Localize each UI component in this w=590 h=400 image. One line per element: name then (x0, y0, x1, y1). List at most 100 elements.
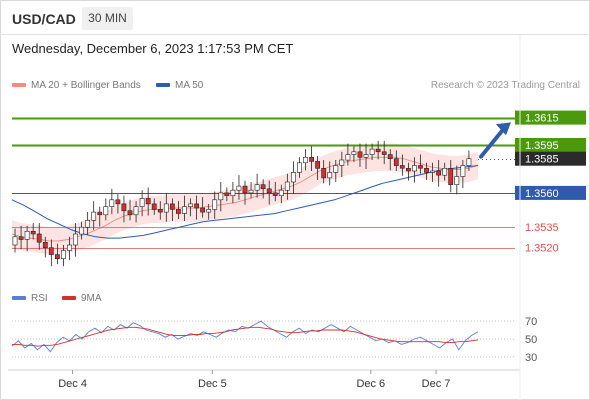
candle (309, 157, 314, 162)
bb-swatch (12, 83, 26, 88)
x-tick-label: Dec 4 (58, 378, 87, 390)
candle (24, 231, 30, 240)
candle (67, 244, 72, 251)
candle (284, 181, 290, 191)
credit-label: Research © 2023 Trading Central (430, 80, 580, 91)
candle (405, 168, 411, 172)
x-tick-label: Dec 7 (422, 378, 451, 390)
level-tag-bg-1.3595 (515, 138, 586, 152)
candle (42, 242, 48, 249)
candle (60, 250, 66, 259)
candle (315, 161, 320, 169)
candle (254, 184, 260, 191)
candle (121, 203, 127, 212)
level-tag-1.3535: 1.3535 (525, 222, 559, 234)
candle (109, 199, 115, 208)
candle (30, 231, 36, 235)
rsi-swatch (12, 296, 26, 301)
candle (85, 220, 90, 228)
candle (321, 168, 327, 179)
candle (351, 151, 357, 155)
candle (145, 198, 151, 205)
candle (242, 185, 248, 194)
candle (424, 168, 429, 173)
candle (18, 236, 24, 240)
candle (260, 184, 266, 190)
candle (466, 158, 472, 166)
level-tag-1.3585: 1.3585 (525, 154, 559, 166)
candle (127, 210, 133, 216)
candle (278, 189, 284, 196)
candle (182, 206, 187, 214)
ma9-swatch (62, 296, 76, 301)
candle (369, 148, 375, 155)
candle (79, 226, 84, 235)
candle (206, 209, 212, 213)
candle (170, 203, 175, 210)
candle (97, 211, 103, 216)
legend-rsi: RSI (12, 293, 48, 304)
level-tag-1.3560: 1.3560 (525, 188, 559, 200)
candle (363, 154, 369, 158)
candle (327, 172, 333, 179)
projection-arrow-shaft (479, 125, 507, 159)
candle (266, 188, 272, 194)
level-tag-1.3595: 1.3595 (525, 140, 559, 152)
legend-bb: MA 20 + Bollinger Bands (12, 80, 141, 91)
candle (411, 165, 417, 172)
candle (200, 207, 205, 213)
candle (218, 192, 224, 201)
rsi-tick-label: 70 (525, 316, 537, 328)
legend-9ma: 9MA (62, 293, 102, 304)
candle (212, 199, 218, 210)
candle (139, 198, 145, 207)
candle (36, 233, 42, 243)
candle (176, 209, 181, 214)
header-divider (0, 34, 590, 35)
symbol-label: USD/CAD (12, 11, 76, 27)
rsi-series-RSI (11, 320, 479, 353)
rsi-tick-label: 30 (525, 352, 537, 364)
ma50-line (11, 165, 479, 239)
timeframe-button[interactable]: 30 MIN (82, 7, 133, 30)
candle (115, 199, 121, 205)
candle (157, 209, 163, 213)
candle (442, 168, 448, 176)
candle (194, 203, 199, 209)
candle (290, 172, 296, 183)
candle (303, 157, 308, 164)
candle (375, 148, 381, 153)
candle (296, 162, 302, 173)
legend-ma50: MA 50 (156, 80, 203, 91)
rsi-series-9MA (12, 326, 479, 347)
candle (103, 206, 109, 216)
candle (236, 185, 242, 191)
candle (418, 165, 423, 169)
candle (399, 165, 405, 169)
candle (163, 203, 169, 213)
level-tag-bg-1.3615 (515, 110, 586, 125)
candle (133, 206, 139, 216)
candle (381, 151, 387, 155)
candle (230, 189, 236, 196)
candle (454, 176, 460, 185)
rsi-tick-label: 50 (525, 334, 537, 346)
legend-bb-label: MA 20 + Bollinger Bands (31, 80, 141, 91)
candle (188, 203, 193, 207)
ma50-swatch (156, 83, 170, 88)
candle (387, 154, 393, 160)
candle (345, 154, 351, 161)
candle (333, 165, 339, 173)
legend-ma50-label: MA 50 (175, 80, 204, 91)
candle (91, 211, 97, 221)
level-tag-bg-1.3560 (515, 185, 586, 200)
x-tick-label: Dec 5 (198, 378, 227, 390)
candle (48, 247, 54, 255)
candle (12, 236, 18, 246)
candle (460, 165, 466, 177)
legend-9ma-label: 9MA (81, 293, 102, 304)
candle (272, 192, 278, 196)
candle (151, 203, 157, 210)
projection-arrowhead (496, 122, 511, 136)
